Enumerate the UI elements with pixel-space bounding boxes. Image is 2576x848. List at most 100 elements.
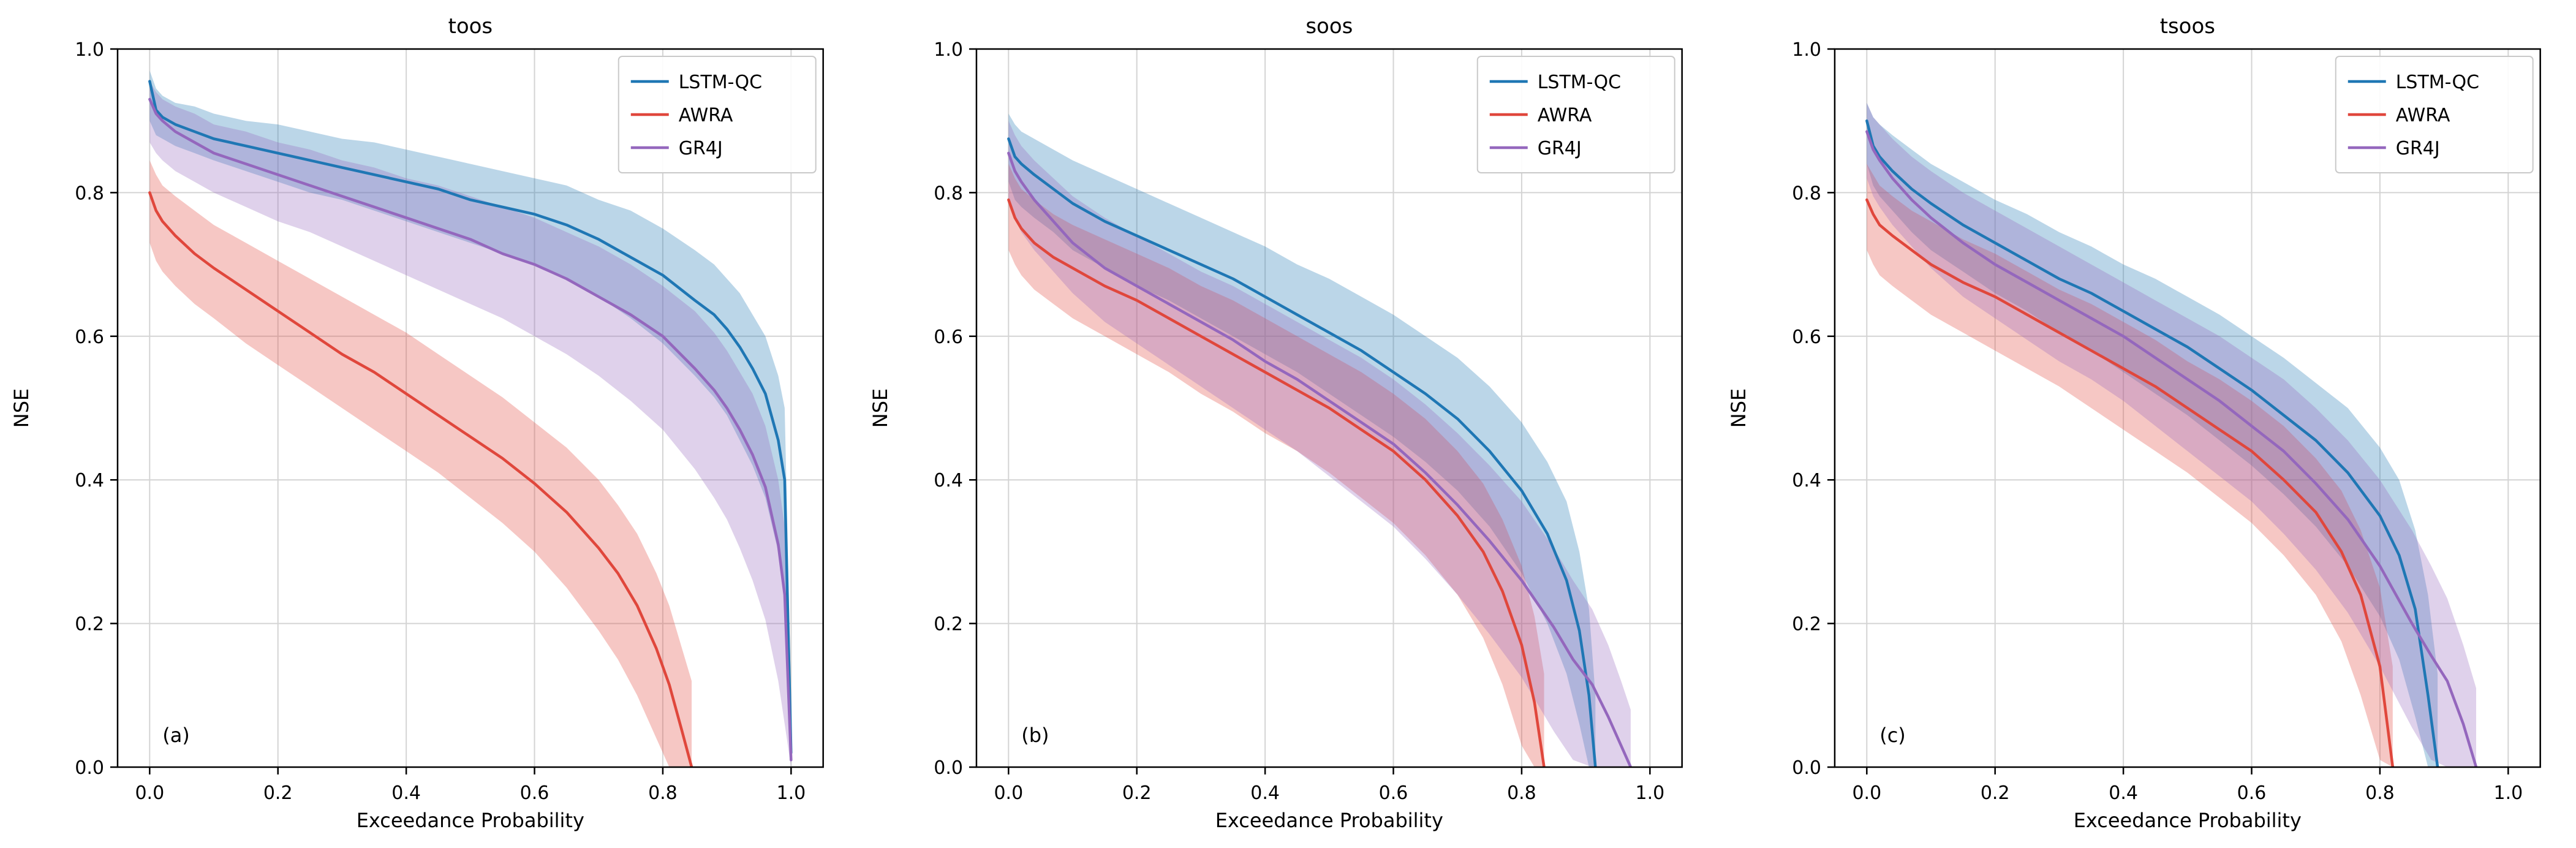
- legend-label-awra: AWRA: [2396, 105, 2450, 126]
- legend-label-gr4j: GR4J: [2396, 138, 2440, 159]
- legend-label-gr4j: GR4J: [679, 138, 723, 159]
- chart-panel-c: 0.0 0.2 0.4 0.6 0.8 1.0 0.0 0.2 0.4 0.6 0.8 1.0 tsoo…: [1717, 0, 2576, 848]
- tick-labels: 0.0 0.2 0.4 0.6 0.8 1.0 0.0 0.2 0.4 0.6 0.8 1.0: [75, 39, 806, 804]
- band-awra: [149, 160, 692, 767]
- x-tick-label: 0.4: [1250, 782, 1280, 804]
- line-awra: [148, 191, 693, 767]
- legend: LSTM-QC AWRA GR4J: [618, 56, 817, 173]
- x-tick-label: 1.0: [1635, 782, 1664, 804]
- band-gr4j: [1008, 121, 1631, 767]
- x-tick-label: 0.4: [391, 782, 421, 804]
- chart-title: toos: [448, 14, 493, 39]
- y-tick-label: 0.0: [934, 757, 963, 779]
- line-gr4j: [1865, 130, 2478, 767]
- line-lstm-qc: [1865, 119, 2439, 767]
- band-gr4j: [149, 81, 791, 767]
- legend-box: [2335, 56, 2534, 173]
- axes-spines: [116, 48, 824, 768]
- x-tick-label: 0.6: [2237, 782, 2267, 804]
- axes-spines: [1834, 48, 2542, 768]
- ticks: [969, 48, 1651, 774]
- x-axis-label: Exceedance Probability: [357, 809, 584, 832]
- line-lstm-qc: [148, 80, 793, 754]
- band-lstm-qc: [149, 70, 791, 767]
- legend-label-lstm-qc: LSTM-QC: [679, 72, 762, 93]
- y-tick-label: 0.2: [934, 614, 963, 635]
- grid: [117, 48, 823, 768]
- axes-spines: [975, 48, 1683, 768]
- band-awra: [1867, 164, 2393, 767]
- line-gr4j: [1007, 151, 1632, 767]
- x-tick-label: 0.6: [1378, 782, 1408, 804]
- x-tick-label: 0.2: [263, 782, 293, 804]
- data-layer: [148, 70, 793, 767]
- chart-svg-a: 0.0 0.2 0.4 0.6 0.8 1.0 0.0 0.2 0.4 0.6 0.8 1.0 toos…: [0, 0, 859, 848]
- line-gr4j: [148, 97, 793, 762]
- chart-title: tsoos: [2160, 14, 2215, 39]
- x-tick-label: 0.8: [1507, 782, 1536, 804]
- line-awra: [1865, 198, 2395, 767]
- y-axis-label: NSE: [1727, 388, 1750, 428]
- x-tick-label: 0.2: [1122, 782, 1152, 804]
- y-tick-label: 0.2: [75, 614, 104, 635]
- panel-letter: (a): [162, 724, 190, 747]
- band-gr4j: [1867, 102, 2477, 767]
- y-tick-label: 1.0: [1792, 39, 1822, 61]
- y-tick-label: 0.6: [1792, 327, 1822, 348]
- band-awra: [1008, 164, 1544, 767]
- legend-label-awra: AWRA: [679, 105, 733, 126]
- y-tick-label: 1.0: [75, 39, 104, 61]
- tick-labels: 0.0 0.2 0.4 0.6 0.8 1.0 0.0 0.2 0.4 0.6 0.8 1.0: [934, 39, 1664, 804]
- x-tick-label: 0.8: [2365, 782, 2395, 804]
- tick-labels: 0.0 0.2 0.4 0.6 0.8 1.0 0.0 0.2 0.4 0.6 0.8 1.0: [1792, 39, 2523, 804]
- chart-title: soos: [1305, 14, 1353, 39]
- y-tick-label: 0.6: [934, 327, 963, 348]
- x-tick-label: 1.0: [2494, 782, 2523, 804]
- data-layer: [1865, 102, 2478, 767]
- y-tick-label: 0.0: [1792, 757, 1822, 779]
- y-tick-label: 0.4: [934, 470, 963, 491]
- y-tick-label: 1.0: [934, 39, 963, 61]
- x-tick-label: 0.2: [1981, 782, 2010, 804]
- legend-label-awra: AWRA: [1537, 105, 1592, 126]
- x-tick-label: 1.0: [776, 782, 806, 804]
- chart-panel-b: 0.0 0.2 0.4 0.6 0.8 1.0 0.0 0.2 0.4 0.6 0.8 1.0 soos…: [858, 0, 1718, 848]
- ticks: [110, 48, 792, 774]
- ticks: [1827, 48, 2509, 774]
- y-axis-label: NSE: [10, 388, 33, 428]
- chart-svg-b: 0.0 0.2 0.4 0.6 0.8 1.0 0.0 0.2 0.4 0.6 0.8 1.0 soos…: [858, 0, 1718, 848]
- y-axis-label: NSE: [869, 388, 892, 428]
- y-tick-label: 0.2: [1792, 614, 1822, 635]
- x-tick-label: 0.0: [1853, 782, 1882, 804]
- y-tick-label: 0.6: [75, 327, 104, 348]
- x-tick-label: 0.8: [648, 782, 678, 804]
- line-awra: [1007, 198, 1546, 767]
- data-layer: [1007, 113, 1632, 767]
- legend-box: [1476, 56, 1675, 173]
- legend-box: [618, 56, 817, 173]
- chart-panel-a: 0.0 0.2 0.4 0.6 0.8 1.0 0.0 0.2 0.4 0.6 0.8 1.0 toos…: [0, 0, 859, 848]
- y-tick-label: 0.8: [934, 183, 963, 204]
- panel-letter: (b): [1021, 724, 1049, 747]
- y-tick-label: 0.4: [75, 470, 104, 491]
- legend-label-lstm-qc: LSTM-QC: [1537, 72, 1620, 93]
- x-tick-label: 0.0: [135, 782, 164, 804]
- chart-svg-c: 0.0 0.2 0.4 0.6 0.8 1.0 0.0 0.2 0.4 0.6 0.8 1.0 tsoo…: [1717, 0, 2576, 848]
- x-tick-label: 0.0: [994, 782, 1023, 804]
- y-tick-label: 0.8: [75, 183, 104, 204]
- y-tick-label: 0.4: [1792, 470, 1822, 491]
- band-lstm-qc: [1867, 102, 2438, 767]
- band-lstm-qc: [1008, 113, 1595, 767]
- y-tick-label: 0.0: [75, 757, 104, 779]
- x-axis-label: Exceedance Probability: [2074, 809, 2302, 832]
- legend-label-gr4j: GR4J: [1537, 138, 1581, 159]
- y-tick-label: 0.8: [1792, 183, 1822, 204]
- legend: LSTM-QC AWRA GR4J: [1476, 56, 1675, 173]
- legend: LSTM-QC AWRA GR4J: [2335, 56, 2534, 173]
- line-lstm-qc: [1007, 137, 1597, 767]
- legend-label-lstm-qc: LSTM-QC: [2396, 72, 2479, 93]
- x-axis-label: Exceedance Probability: [1215, 809, 1443, 832]
- x-tick-label: 0.4: [2109, 782, 2139, 804]
- x-tick-label: 0.6: [520, 782, 550, 804]
